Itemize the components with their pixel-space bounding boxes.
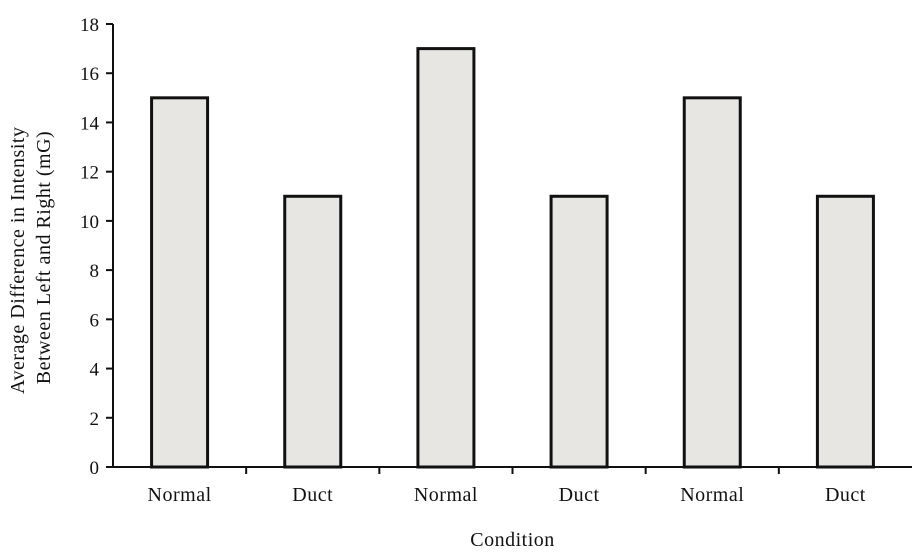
y-axis-title-line-2: Between Left and Right (mG)	[33, 131, 55, 384]
bar-3	[416, 47, 476, 469]
y-axis-ticks: 0 2 4 6 8 10 12 14 16 18	[80, 15, 113, 479]
x-category-label: Duct	[559, 484, 600, 506]
x-category-label: Duct	[825, 484, 866, 506]
bar-4	[549, 194, 609, 469]
y-axis-title: Average Difference in Intensity Between …	[7, 121, 55, 394]
y-tick-label: 2	[90, 409, 100, 430]
x-category-label: Normal	[414, 484, 478, 506]
x-axis-ticks: Normal Duct Normal Duct Normal Duct	[148, 467, 866, 506]
y-tick-label: 8	[90, 261, 100, 282]
x-axis-title: Condition	[470, 529, 555, 551]
y-tick-label: 14	[80, 113, 100, 134]
y-tick-label: 12	[80, 163, 99, 184]
bar-1	[150, 96, 210, 469]
bar-2	[283, 194, 343, 469]
bar-5	[682, 96, 742, 469]
x-category-label: Normal	[680, 484, 744, 506]
x-category-label: Normal	[148, 484, 212, 506]
y-tick-label: 16	[80, 64, 99, 85]
bar-6	[815, 194, 875, 469]
x-category-label: Duct	[292, 484, 333, 506]
y-tick-label: 6	[90, 310, 100, 331]
y-axis-title-line-1: Average Difference in Intensity	[7, 127, 29, 394]
bars-group	[150, 47, 875, 469]
y-tick-label: 10	[80, 212, 99, 233]
y-tick-label: 4	[90, 360, 100, 381]
y-tick-label: 18	[80, 15, 99, 36]
y-tick-label: 0	[90, 458, 100, 479]
